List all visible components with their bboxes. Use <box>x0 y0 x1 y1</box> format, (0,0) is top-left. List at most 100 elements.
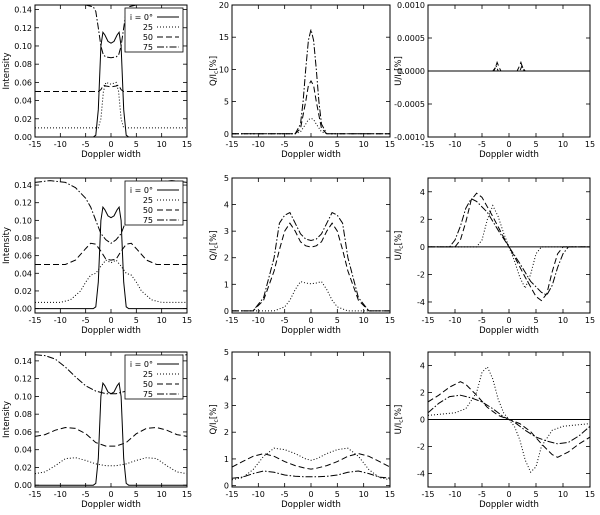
series-line-i-50 <box>35 426 187 447</box>
series-line-i-50 <box>232 222 390 312</box>
x-tick-label: 5 <box>335 490 340 499</box>
chart-panel-r2c1: -15 -10 -5 0 5 10 15 0.00 0.02 0.04 0.06 0.08 0.10 0.… <box>2 177 192 336</box>
x-axis-label: Doppler width <box>81 150 141 160</box>
y-tick-label: 0.06 <box>14 252 32 261</box>
y-tick-label: 0 <box>420 416 425 425</box>
x-tick-label: 15 <box>182 316 192 325</box>
series-line-i-75 <box>232 29 390 135</box>
y-tick-label: 0.04 <box>14 97 32 106</box>
legend-label: 75 <box>143 216 153 225</box>
legend-frame <box>124 7 184 53</box>
y-tick-label: -4 <box>417 298 425 307</box>
x-axis-label: Doppler width <box>81 326 141 336</box>
series-line-i-25 <box>232 447 390 481</box>
y-tick-label: 0.12 <box>14 24 32 33</box>
x-tick-label: 10 <box>157 140 167 149</box>
y-tick-label: 0 <box>224 307 229 316</box>
x-tick-label: -5 <box>478 490 486 499</box>
y-tick-label: 0.10 <box>14 392 32 401</box>
x-tick-label: 5 <box>335 316 340 325</box>
x-axis-label: Doppler width <box>479 500 539 510</box>
y-tick-label: 0.08 <box>14 60 32 69</box>
chart-panel-r1c3: -15 -10 -5 0 5 10 15 -0.0010 -0.0005 0.0000 0.0005… <box>394 1 595 160</box>
series-line-i-50 <box>428 60 590 72</box>
x-tick-label: 10 <box>359 140 369 149</box>
x-tick-label: -15 <box>421 316 434 325</box>
x-tick-label: -10 <box>252 490 265 499</box>
y-tick-label: 2 <box>224 428 229 437</box>
series-line-i-75 <box>35 5 187 59</box>
y-tick-label: 1 <box>224 280 229 289</box>
x-tick-label: 0 <box>506 490 511 499</box>
y-tick-label: 5 <box>224 98 229 107</box>
y-tick-label: 4 <box>224 201 229 210</box>
y-tick-label: 0.02 <box>14 115 32 124</box>
series-line-i-50 <box>232 80 390 135</box>
y-tick-label: 0.12 <box>14 199 32 208</box>
x-tick-label: 0 <box>308 140 313 149</box>
series-line-i-75 <box>428 198 590 296</box>
x-tick-label: -15 <box>28 140 41 149</box>
x-tick-label: 5 <box>533 140 538 149</box>
y-axis-label: Intensity <box>2 53 12 90</box>
series-line-i-25 <box>35 457 187 475</box>
x-tick-label: 10 <box>558 490 568 499</box>
x-axis-label: Doppler width <box>479 326 539 336</box>
x-tick-label: -10 <box>448 490 461 499</box>
y-tick-label: 10 <box>219 65 229 74</box>
x-tick-label: -15 <box>225 140 238 149</box>
y-tick-label: 4 <box>420 188 425 197</box>
x-axis-label: Doppler width <box>281 326 341 336</box>
legend-label: 50 <box>143 380 153 389</box>
x-tick-label: -5 <box>281 316 289 325</box>
series-line-i-25 <box>35 81 187 129</box>
x-tick-label: -15 <box>225 316 238 325</box>
y-tick-label: 0 <box>224 130 229 139</box>
y-tick-label: 2 <box>420 389 425 398</box>
y-tick-label: 0.14 <box>14 181 32 190</box>
series-line-i-0 <box>35 205 187 310</box>
y-tick-label: 15 <box>219 33 229 42</box>
y-tick-label: 2 <box>224 254 229 263</box>
x-tick-label: 0 <box>506 316 511 325</box>
chart-panel-r1c1: -15 -10 -5 0 5 10 15 0.00 0.02 0.04 0.06 0.08 0.10 0.… <box>2 4 192 160</box>
legend-label: 75 <box>143 43 153 52</box>
plot-frame <box>231 177 391 314</box>
y-tick-label: 0.14 <box>14 6 32 15</box>
x-tick-label: 0 <box>108 316 113 325</box>
x-axis-label: Doppler width <box>281 150 341 160</box>
x-tick-label: -10 <box>252 316 265 325</box>
y-axis-label: Intensity <box>2 227 12 264</box>
x-tick-label: 15 <box>585 140 595 149</box>
series-line-i-75 <box>428 394 590 445</box>
legend-label: 25 <box>143 196 153 205</box>
y-tick-label: -4 <box>417 470 425 479</box>
x-tick-label: 0 <box>308 490 313 499</box>
x-tick-label: 0 <box>108 490 113 499</box>
series-line-i-25 <box>232 117 390 135</box>
x-tick-label: 10 <box>558 316 568 325</box>
y-axis-label: U/Ic[%] <box>394 405 405 435</box>
series-line-i-25 <box>35 259 187 303</box>
y-tick-label: 3 <box>224 227 229 236</box>
y-tick-label: 0.04 <box>14 269 32 278</box>
y-tick-label: 1 <box>224 455 229 464</box>
y-tick-label: 2 <box>420 215 425 224</box>
legend-label: 75 <box>143 390 153 399</box>
y-tick-label: 0.0000 <box>397 67 425 76</box>
chart-panel-r3c3: -15 -10 -5 0 5 10 15 -4 -2 0 2 4 Doppler width U/Ic[%… <box>394 351 595 510</box>
y-tick-label: -0.0010 <box>394 133 425 142</box>
series-line-i-50 <box>428 192 590 302</box>
y-tick-label: 0.00 <box>14 481 32 490</box>
x-tick-label: 15 <box>585 316 595 325</box>
x-tick-label: -10 <box>54 140 67 149</box>
legend-label: 25 <box>143 370 153 379</box>
x-tick-label: 5 <box>533 316 538 325</box>
x-tick-label: -15 <box>225 490 238 499</box>
x-tick-label: 15 <box>385 490 395 499</box>
x-tick-label: 5 <box>134 490 139 499</box>
legend-label: 25 <box>143 23 153 32</box>
